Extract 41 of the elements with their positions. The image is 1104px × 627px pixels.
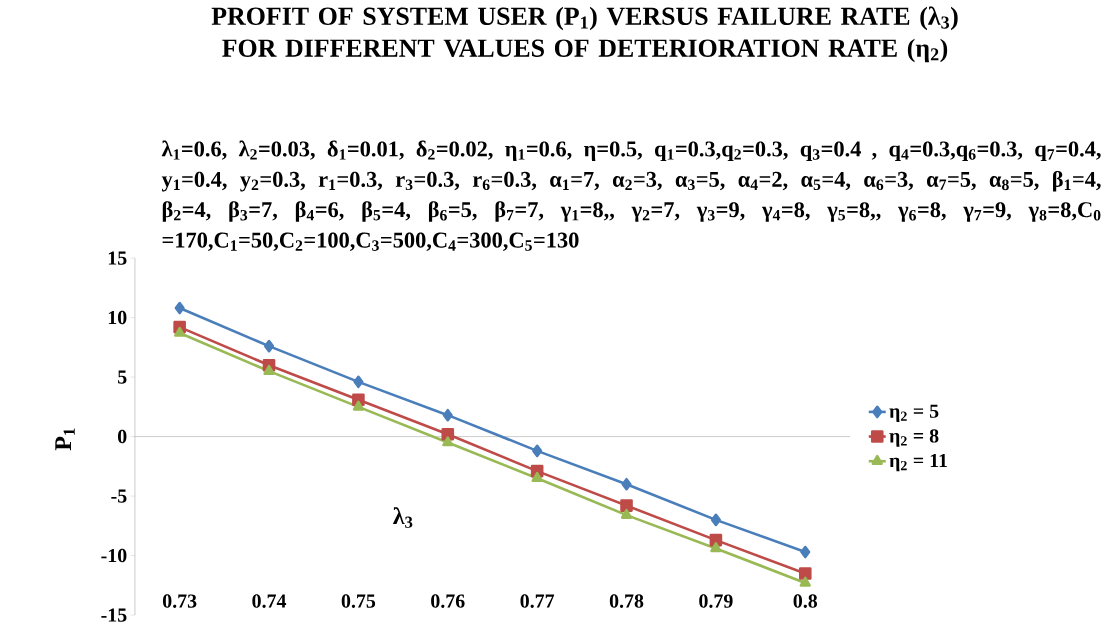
point	[174, 301, 185, 315]
point	[798, 567, 812, 580]
point	[263, 364, 275, 375]
legend-label: η$_{2}$ = 11	[889, 453, 947, 472]
legend-label: η$_{2}$ = 8	[889, 429, 939, 447]
x-tick-label: 0.77	[520, 594, 555, 608]
x-tick-label: 0.79	[699, 594, 733, 608]
chart-title: PROFIT OF SYSTEM USER (P$_{1}$) VERSUS FAILURE RATE (λ$_{3}$) FOR DIFFERENT VALUES OF DETERIORATION RATE (η$_{2}$)	[211, 6, 958, 63]
y-tick-label: 15	[108, 251, 127, 265]
x-tick-label: 0.76	[431, 594, 465, 608]
y-axis-title: P$_{1}$	[55, 428, 75, 451]
point	[442, 436, 454, 447]
y-tick-label: -5	[111, 489, 127, 503]
y-tick-label: 5	[118, 370, 127, 384]
point	[799, 576, 811, 587]
point	[532, 444, 543, 458]
point	[710, 542, 722, 553]
point	[531, 471, 543, 483]
point	[620, 508, 633, 519]
x-axis-title: λ$_{3}$	[393, 507, 413, 528]
point	[263, 339, 275, 353]
y-tick-label: 10	[108, 310, 127, 325]
point	[620, 499, 633, 512]
x-tick-label: 0.73	[162, 594, 197, 608]
point	[441, 427, 455, 441]
y-tick-label: -15	[101, 608, 127, 622]
point	[353, 375, 364, 389]
x-tick-label: 0.74	[252, 594, 287, 608]
point	[442, 408, 453, 422]
y-tick-label: -10	[101, 548, 127, 563]
point	[174, 326, 186, 337]
point	[621, 477, 632, 491]
point	[710, 513, 721, 527]
x-tick-label: 0.78	[609, 594, 644, 608]
y-tick-label: 0	[118, 429, 127, 444]
legend-label: η$_{2}$ = 5	[889, 404, 939, 422]
x-tick-label: 0.75	[341, 594, 376, 608]
text: λ$_{1}$=0.6, λ$_{2}$=0.03, δ$_{1}$=0.01, δ$_{2}$=0.02, η$_{1}$=0.6, η=0.5, q$_{1}$=0.3,q$_{2}$=0.3, q$_{3}$=0.4 , q$_{4}$=0.3,q$_{6}$=0.3, q$_{7}$=0.4, y$_{1}$=0.4, y$_{2}$=0.3, r$_{1}$=0.3, r$_{3}$=0.3, r$_{6}$=0.3, α$_{1}$=7, α$_{2}$=3, α$_{3}$=5, α$_{4}$=2, α$_{5}$=4, α$_{6}$=3, α$_{7}$=5, α$_{8}$=5, β$_{1}$=4, β$_{2}$=4, β$_{3}$=7, β$_{4}$=6, β$_{5}$=4, β$_{6}$=5, β$_{7}$=7, γ$_{1}$=8,, γ$_{2}$=7, γ$_{3}$=9, γ$_{4}$=8, γ$_{5}$=8,, γ$_{6}$=8, γ$_{7}$=9, γ$_{8}$=8,C$_{0}$ =170,C$_{1}$=50,C$_{2}$=100,C$_{3}$=500,C$_{4}$=300,C$_{5}$=130	[161, 140, 1101, 251]
point	[352, 400, 365, 411]
point	[800, 545, 811, 559]
x-tick-label: 0.8	[793, 594, 818, 608]
